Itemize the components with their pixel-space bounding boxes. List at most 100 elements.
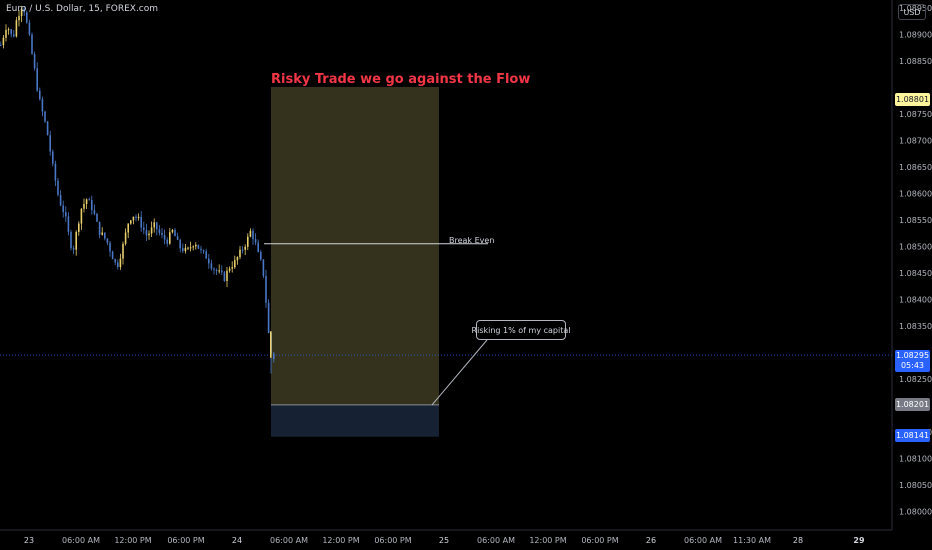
candle xyxy=(265,269,267,308)
candle xyxy=(150,221,153,238)
candle xyxy=(257,239,259,253)
candle xyxy=(205,248,207,259)
currency-selector[interactable]: USD xyxy=(898,4,926,20)
candle xyxy=(57,177,59,197)
candle xyxy=(111,250,114,260)
y-tick-label-4: 1.08700 xyxy=(899,136,932,145)
candle xyxy=(213,267,215,275)
candle xyxy=(98,221,101,239)
candle xyxy=(228,266,231,273)
candle xyxy=(262,259,265,279)
candle xyxy=(41,96,44,117)
candle xyxy=(215,268,218,276)
candles-layer xyxy=(0,5,275,374)
y-tick-label-2: 1.08850 xyxy=(899,57,932,66)
x-tick-label-7: 06:00 PM xyxy=(374,536,411,545)
x-tick-label-10: 12:00 PM xyxy=(529,536,566,545)
candle xyxy=(88,197,90,201)
candle xyxy=(124,228,127,246)
candle xyxy=(2,34,5,49)
candle xyxy=(0,41,2,47)
callout-box[interactable]: Risking 1% of my capital xyxy=(472,320,570,340)
candle xyxy=(223,270,226,282)
x-tick-label-14: 11:30 AM xyxy=(733,536,771,545)
candle xyxy=(169,228,171,245)
candle xyxy=(143,221,145,235)
candle xyxy=(20,5,23,23)
loss-zone[interactable] xyxy=(271,404,439,437)
symbol-title[interactable]: Euro / U.S. Dollar, 15, FOREX.com xyxy=(6,4,159,14)
candle xyxy=(174,227,176,237)
x-tick-label-12: 26 xyxy=(646,536,656,545)
candle xyxy=(260,249,262,262)
candle xyxy=(226,267,228,288)
candle xyxy=(5,24,7,42)
x-tick-label-4: 24 xyxy=(232,536,242,545)
candle xyxy=(18,10,20,27)
candle xyxy=(46,120,49,136)
candle xyxy=(31,32,33,55)
candle xyxy=(80,208,83,230)
candle xyxy=(221,265,223,275)
candle xyxy=(33,51,36,71)
candle xyxy=(96,212,98,222)
y-tick-label-1: 1.08900 xyxy=(899,30,932,39)
y-tick-label-6: 1.08600 xyxy=(899,189,932,198)
candle xyxy=(145,223,148,241)
candle xyxy=(132,216,135,225)
candle xyxy=(26,10,28,24)
candle xyxy=(176,232,179,241)
candle xyxy=(210,259,213,271)
y-tick-label-0: 1.08950 xyxy=(899,4,932,13)
candle xyxy=(13,30,15,38)
candle xyxy=(208,253,210,269)
break-even-label[interactable]: Break Even xyxy=(449,236,495,245)
candle xyxy=(244,244,246,256)
x-tick-label-5: 06:00 AM xyxy=(270,536,308,545)
candle xyxy=(101,227,103,236)
candle xyxy=(122,241,124,265)
candle xyxy=(200,245,202,254)
profit-zone[interactable] xyxy=(271,86,439,405)
candle xyxy=(197,244,200,250)
candle xyxy=(67,212,70,236)
x-tick-label-8: 25 xyxy=(439,536,449,545)
time-axis: 23 06:00 AM 12:00 PM 06:00 PM 24 06:00 AM 12:0… xyxy=(24,536,865,545)
y-tick-label-12: 1.08250 xyxy=(899,375,932,384)
candle xyxy=(70,229,72,251)
candle xyxy=(247,233,249,251)
candle-countdown: 05:43 xyxy=(900,361,925,370)
candle xyxy=(241,246,244,254)
candle xyxy=(135,214,137,222)
x-tick-label-3: 06:00 PM xyxy=(167,536,204,545)
callout-pointer xyxy=(431,339,488,406)
candle xyxy=(195,242,197,250)
candle xyxy=(93,204,96,216)
annotation-title[interactable]: Risky Trade we go against the Flow xyxy=(271,72,531,87)
candle xyxy=(273,351,275,363)
candle xyxy=(83,198,85,213)
entry-price-tag: 1.08141 xyxy=(895,429,930,442)
candle xyxy=(91,195,93,215)
x-tick-label-11: 06:00 PM xyxy=(581,536,618,545)
x-tick-label-15: 28 xyxy=(793,536,803,545)
x-tick-label-1: 06:00 AM xyxy=(62,536,100,545)
candle xyxy=(109,240,111,257)
candle xyxy=(23,5,25,16)
y-tick-label-16: 1.08000 xyxy=(899,507,932,516)
candle xyxy=(119,253,122,270)
candle xyxy=(218,264,220,274)
candle xyxy=(130,219,132,225)
candle xyxy=(54,160,57,187)
x-tick-label-13: 06:00 AM xyxy=(684,536,722,545)
candle xyxy=(62,200,64,218)
candle xyxy=(106,238,109,246)
current-price-tag: 1.08295 05:43 xyxy=(895,350,930,372)
x-tick-label-2: 12:00 PM xyxy=(114,536,151,545)
candle xyxy=(137,213,140,221)
candle xyxy=(267,299,270,334)
y-tick-label-9: 1.08450 xyxy=(899,269,932,278)
candle xyxy=(148,230,150,240)
candle xyxy=(252,228,254,245)
